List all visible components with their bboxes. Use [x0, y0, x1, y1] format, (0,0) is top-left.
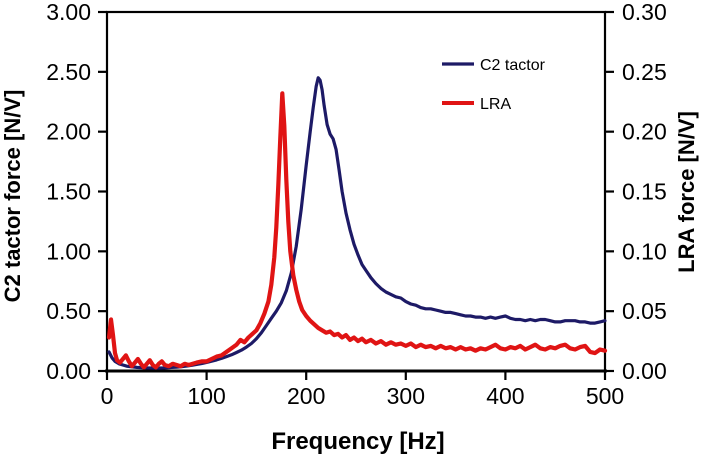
legend: C2 tactor LRA [442, 57, 546, 113]
legend-label-lra: LRA [480, 96, 511, 113]
left-y-tick-label: 1.50 [46, 179, 91, 205]
x-tick-label: 200 [287, 383, 325, 409]
left-y-tick-label: 0.50 [46, 298, 91, 324]
x-tick-label: 100 [187, 383, 225, 409]
left-y-tick-label: 2.50 [46, 59, 91, 85]
right-y-tick-label: 0.20 [622, 119, 667, 145]
x-tick-label: 500 [586, 383, 624, 409]
x-axis-title: Frequency [Hz] [271, 428, 444, 455]
x-axis-ticks: 0 100 200 300 400 500 [101, 371, 624, 409]
right-y-tick-label: 0.05 [622, 298, 667, 324]
right-axis-ticks: 0.00 0.05 0.10 0.15 0.20 0.25 0.30 [605, 0, 667, 384]
right-y-tick-label: 0.15 [622, 179, 667, 205]
right-y-tick-label: 0.25 [622, 59, 667, 85]
left-y-tick-label: 3.00 [46, 0, 91, 25]
left-axis-ticks: 0.00 0.50 1.00 1.50 2.00 2.50 3.00 [46, 0, 107, 384]
x-tick-label: 300 [387, 383, 425, 409]
left-axis-title: C2 tactor force [N/V] [0, 90, 25, 303]
right-y-tick-label: 0.10 [622, 238, 667, 264]
series-line-c2-tactor [107, 76, 607, 370]
x-tick-label: 0 [101, 383, 114, 409]
series-line-lra [106, 91, 608, 370]
legend-label-c2-tactor: C2 tactor [480, 57, 546, 74]
right-axis-title: LRA force [N/V] [674, 111, 699, 273]
left-y-tick-label: 0.00 [46, 358, 91, 384]
left-y-tick-label: 2.00 [46, 119, 91, 145]
right-y-tick-label: 0.00 [622, 358, 667, 384]
right-y-tick-label: 0.30 [622, 0, 667, 25]
x-tick-label: 400 [486, 383, 524, 409]
left-y-tick-label: 1.00 [46, 238, 91, 264]
